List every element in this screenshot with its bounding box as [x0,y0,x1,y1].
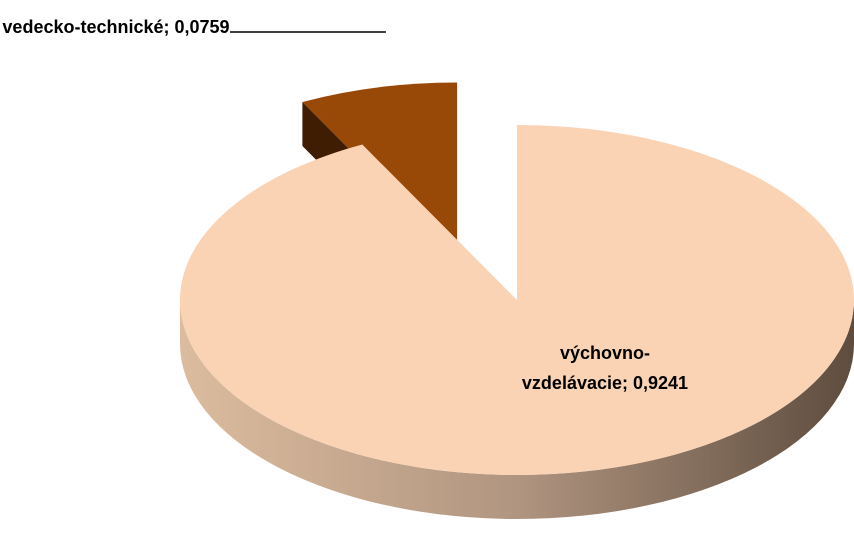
slice [179,125,854,475]
data-label-text: výchovno-vzdelávacie; 0,9241 [480,338,730,398]
label-category: vedecko-technické [2,17,164,37]
label-value: 0,9241 [633,373,689,393]
label-value-group: ; 0,9241 [622,373,688,393]
data-label-text: vedecko-technické; 0,0759 [0,12,232,42]
data-label: vedecko-technické; 0,0759 [0,12,232,42]
label-value: 0,0759 [174,17,230,37]
label-separator: ; [163,17,175,37]
data-label: výchovno-vzdelávacie; 0,9241 [480,338,730,398]
slice-side [180,300,854,519]
label-separator: ; [622,373,633,393]
label-category: výchovno-vzdelávacie [521,343,651,393]
